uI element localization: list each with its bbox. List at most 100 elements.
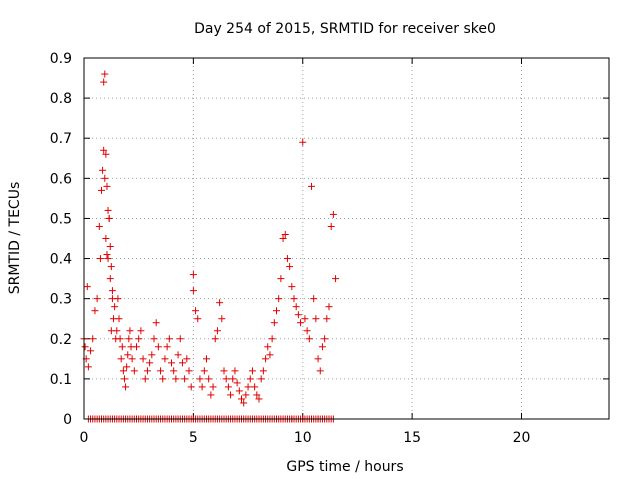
data-point — [240, 399, 248, 407]
data-point — [135, 335, 143, 343]
data-point — [176, 335, 184, 343]
data-point — [227, 391, 235, 399]
data-point — [146, 359, 154, 367]
data-point — [106, 275, 114, 283]
data-point — [248, 367, 256, 375]
data-point — [128, 355, 136, 363]
data-point — [120, 375, 128, 383]
data-point — [165, 335, 173, 343]
data-point — [264, 343, 272, 351]
data-point — [231, 367, 239, 375]
data-point — [229, 375, 237, 383]
data-point — [327, 222, 335, 230]
data-point — [150, 335, 158, 343]
data-point — [118, 343, 126, 351]
data-point — [116, 335, 124, 343]
data-point — [125, 335, 133, 343]
data-point — [242, 391, 250, 399]
data-point — [95, 222, 103, 230]
x-axis-label: GPS time / hours — [286, 459, 403, 475]
data-point — [113, 327, 121, 335]
data-point — [301, 315, 309, 323]
data-point — [189, 287, 197, 295]
data-point — [246, 375, 254, 383]
data-point — [273, 307, 280, 315]
data-point — [111, 303, 119, 311]
x-tick-label: 10 — [294, 430, 312, 446]
data-point — [152, 319, 160, 327]
data-point — [211, 335, 219, 343]
data-point — [103, 251, 111, 259]
data-point — [98, 186, 105, 194]
data-point — [122, 383, 130, 391]
data-point — [123, 363, 131, 371]
data-point — [203, 355, 210, 363]
y-tick-label: 0 — [63, 412, 72, 428]
data-point — [321, 335, 329, 343]
data-point — [161, 355, 169, 363]
data-point — [187, 383, 195, 391]
data-point — [279, 235, 287, 242]
data-point — [310, 295, 318, 303]
data-point — [290, 295, 298, 303]
data-point — [213, 327, 221, 335]
data-point — [89, 335, 97, 343]
data-point — [130, 367, 138, 375]
data-point — [281, 230, 289, 238]
x-tick-label: 20 — [513, 430, 531, 446]
y-tick-label: 0.6 — [50, 171, 72, 187]
y-tick-label: 0.1 — [50, 372, 72, 388]
data-point — [305, 335, 313, 343]
x-tick-label: 15 — [403, 430, 421, 446]
data-point — [238, 395, 245, 403]
y-tick-label: 0.5 — [50, 211, 72, 227]
plot-frame — [83, 57, 610, 420]
data-point — [104, 255, 112, 263]
data-point — [196, 375, 204, 383]
data-point — [101, 174, 109, 182]
data-point — [257, 375, 265, 383]
data-point — [288, 283, 296, 291]
y-tick-label: 0.3 — [50, 292, 72, 308]
data-point — [277, 275, 285, 283]
data-point — [178, 359, 186, 367]
data-point — [157, 367, 165, 375]
data-point — [205, 375, 213, 383]
data-points — [80, 70, 340, 423]
axis-ticks: 0 0.1 0.2 0.3 0.4 0.5 0.6 0.7 0.8 0.9 0 5 10 15 20 — [50, 51, 609, 446]
data-point — [93, 295, 101, 303]
data-point — [133, 343, 140, 351]
data-point — [233, 379, 241, 387]
data-point — [96, 255, 104, 263]
data-point — [106, 243, 114, 251]
y-tick-label: 0.7 — [50, 131, 72, 147]
data-point — [181, 375, 189, 383]
data-point — [209, 383, 217, 391]
data-point — [303, 327, 311, 335]
data-point — [312, 315, 320, 323]
data-point — [168, 359, 175, 367]
data-point — [107, 263, 115, 271]
data-point — [83, 283, 91, 291]
data-point — [117, 355, 125, 363]
data-point — [224, 383, 232, 391]
data-point — [316, 367, 324, 375]
data-point — [91, 307, 99, 315]
y-tick-label: 0.2 — [50, 332, 72, 348]
data-point — [139, 355, 147, 363]
data-point — [275, 295, 283, 303]
data-point — [308, 182, 315, 190]
data-point — [100, 78, 108, 86]
data-point — [172, 375, 180, 383]
data-point — [84, 363, 92, 371]
y-tick-label: 0.4 — [50, 252, 72, 268]
data-point — [101, 70, 109, 78]
data-point — [299, 138, 307, 146]
grid-lines — [84, 58, 609, 419]
data-point — [99, 166, 107, 174]
data-point — [137, 327, 145, 335]
data-point — [103, 182, 111, 190]
data-point — [148, 351, 156, 359]
data-point — [286, 263, 294, 271]
